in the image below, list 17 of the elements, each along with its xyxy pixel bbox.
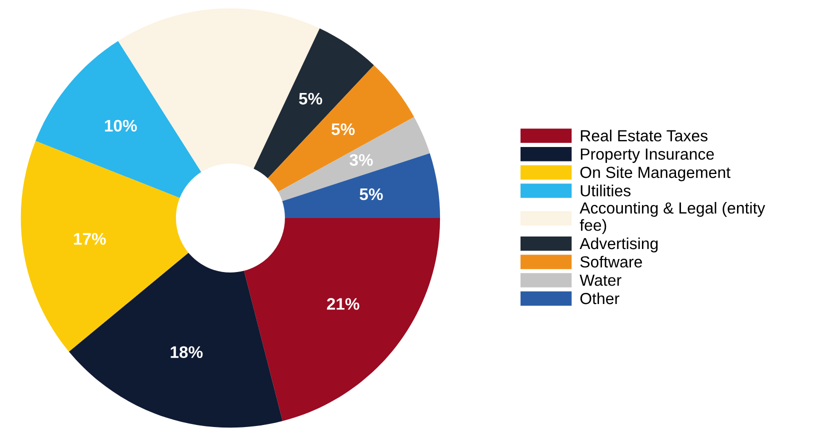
legend-label: Software: [580, 256, 642, 268]
legend-label: Other: [580, 292, 620, 304]
data-label: 5%: [332, 123, 355, 136]
legend-label: Accounting & Legal (entity fee): [580, 202, 766, 234]
data-label: 10%: [104, 120, 137, 132]
legend-label: On Site Management: [580, 166, 730, 182]
data-label: 17%: [74, 233, 106, 245]
data-label: 3%: [350, 154, 373, 166]
legend-label: Water: [580, 274, 622, 286]
data-label: 5%: [299, 92, 322, 105]
legend-label: Advertising: [580, 237, 658, 252]
data-label: 18%: [170, 346, 203, 358]
legend-label: Utilities: [580, 184, 631, 196]
legend-label: Property Insurance: [580, 148, 714, 163]
data-label: 5%: [360, 188, 383, 200]
data-label: 21%: [326, 298, 360, 310]
legend-label: Real Estate Taxes: [580, 130, 708, 142]
